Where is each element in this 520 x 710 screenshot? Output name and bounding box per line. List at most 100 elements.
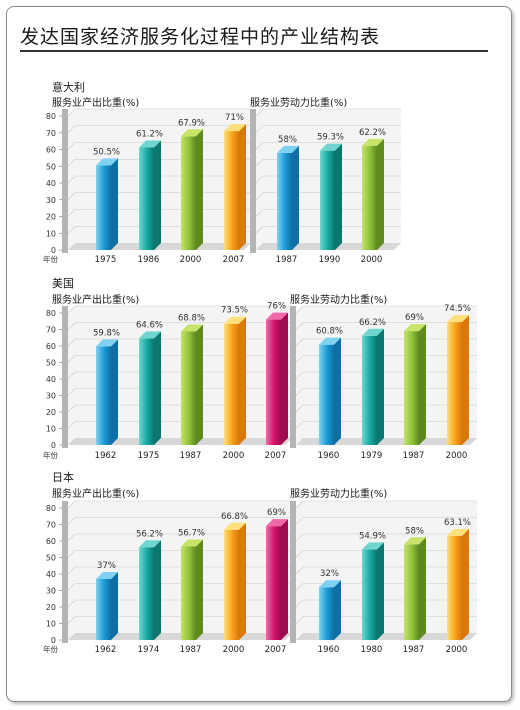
x-tick-label: 1962 bbox=[95, 645, 117, 655]
x-tick-label: 2000 bbox=[446, 451, 468, 461]
data-label: 37% bbox=[97, 561, 116, 571]
gridline bbox=[255, 225, 401, 234]
bar-top bbox=[96, 158, 118, 166]
y-tick-label: 40 bbox=[46, 179, 56, 188]
bar-side bbox=[335, 143, 342, 250]
bar-side bbox=[196, 324, 203, 445]
y-tick-label: 60 bbox=[46, 537, 56, 546]
bar-side bbox=[462, 315, 469, 445]
bar-top bbox=[362, 328, 384, 336]
bar-top bbox=[139, 140, 161, 148]
bar bbox=[139, 547, 154, 640]
bar bbox=[224, 529, 239, 640]
data-label: 71% bbox=[225, 113, 244, 123]
data-label: 59.3% bbox=[317, 133, 344, 143]
x-tick-label: 1987 bbox=[403, 451, 425, 461]
country-label: 美国 bbox=[52, 277, 74, 290]
x-tick-label: 1990 bbox=[319, 255, 341, 265]
y-tick-label: 30 bbox=[46, 196, 56, 205]
bar-top bbox=[96, 339, 118, 347]
panel-left-wall bbox=[62, 501, 68, 643]
bar-top bbox=[320, 143, 342, 151]
data-label: 69% bbox=[267, 508, 286, 518]
bar bbox=[319, 587, 334, 640]
x-tick-label: 2000 bbox=[223, 451, 245, 461]
page-title: 发达国家经济服务化过程中的产业结构表 bbox=[20, 26, 381, 48]
panel-title: 服务业产出比重(%) bbox=[52, 487, 139, 500]
data-label: 58% bbox=[405, 526, 424, 536]
gridline bbox=[67, 599, 292, 608]
gridline bbox=[67, 500, 292, 509]
gridline bbox=[67, 517, 292, 525]
gridline bbox=[67, 388, 292, 396]
bar bbox=[277, 152, 292, 250]
bar-top bbox=[404, 537, 426, 545]
panel-back bbox=[296, 501, 477, 640]
gridline bbox=[255, 142, 401, 150]
x-tick-label: 2007 bbox=[265, 451, 287, 461]
bar-side bbox=[281, 312, 288, 445]
gridline bbox=[67, 108, 251, 117]
bar-side bbox=[281, 519, 288, 640]
x-tick-label: 1975 bbox=[138, 451, 160, 461]
panel-left-wall bbox=[62, 306, 68, 448]
data-label: 61.2% bbox=[136, 129, 163, 139]
bar-side bbox=[334, 580, 341, 640]
y-tick-label: 50 bbox=[46, 554, 56, 563]
x-tick-label: 2000 bbox=[223, 645, 245, 655]
bar-top bbox=[266, 519, 288, 527]
y-tick-label: 10 bbox=[46, 620, 56, 629]
bar bbox=[362, 145, 377, 250]
y-tick-label: 80 bbox=[46, 309, 56, 318]
gridline bbox=[255, 175, 401, 184]
gridline bbox=[255, 209, 401, 217]
bar bbox=[266, 526, 281, 640]
panel-title: 服务业劳动力比重(%) bbox=[250, 96, 347, 109]
bar-top bbox=[362, 138, 384, 146]
bar bbox=[181, 136, 196, 250]
year-axis-label: 年份 bbox=[43, 450, 58, 460]
y-tick-label: 10 bbox=[46, 229, 56, 238]
bar-top bbox=[224, 124, 246, 132]
bar-side bbox=[462, 528, 469, 640]
bar-top bbox=[181, 539, 203, 547]
y-tick-label: 80 bbox=[46, 504, 56, 513]
y-tick-label: 70 bbox=[46, 326, 56, 335]
bar-side bbox=[196, 129, 203, 250]
x-tick-label: 1974 bbox=[138, 645, 160, 655]
y-tick-label: 70 bbox=[46, 129, 56, 138]
bar bbox=[320, 150, 335, 250]
y-tick-label: 50 bbox=[46, 359, 56, 368]
data-label: 62.2% bbox=[359, 128, 386, 138]
x-tick-label: 2007 bbox=[223, 255, 245, 265]
bar-top bbox=[139, 540, 161, 548]
bar bbox=[181, 546, 196, 640]
bar-top bbox=[96, 571, 118, 579]
y-tick-label: 20 bbox=[46, 408, 56, 417]
gridline bbox=[295, 533, 477, 542]
gridline bbox=[67, 583, 292, 591]
data-label: 66.2% bbox=[359, 318, 386, 328]
gridline bbox=[255, 108, 401, 117]
bar-top bbox=[224, 316, 246, 324]
data-label: 76% bbox=[267, 302, 286, 312]
bar bbox=[96, 578, 111, 640]
x-tick-label: 1980 bbox=[361, 645, 383, 655]
bar bbox=[139, 147, 154, 250]
year-axis-label: 年份 bbox=[43, 644, 58, 654]
panel-title: 服务业产出比重(%) bbox=[52, 96, 139, 109]
data-label: 63.1% bbox=[444, 518, 471, 528]
panel-title: 服务业产出比重(%) bbox=[52, 293, 139, 306]
y-tick-label: 20 bbox=[46, 213, 56, 222]
x-tick-label: 2000 bbox=[446, 645, 468, 655]
bar-side bbox=[419, 324, 426, 445]
year-axis-label: 年份 bbox=[43, 254, 58, 264]
data-label: 32% bbox=[320, 569, 339, 579]
gridline bbox=[295, 305, 477, 314]
y-tick-label: 0 bbox=[51, 441, 56, 450]
bar bbox=[319, 344, 334, 445]
bar-side bbox=[377, 542, 384, 640]
bar-top bbox=[447, 315, 469, 323]
data-label: 64.6% bbox=[136, 320, 163, 330]
